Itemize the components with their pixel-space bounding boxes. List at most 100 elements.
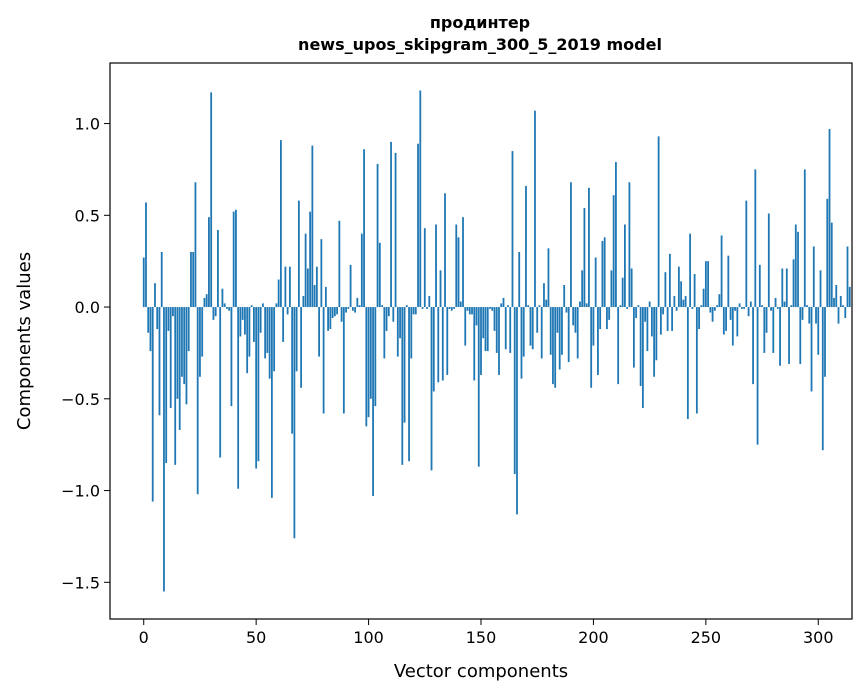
bar [529, 307, 532, 346]
bar [405, 305, 408, 308]
bar [324, 286, 327, 308]
y-tick-label: −1.0 [61, 482, 100, 501]
bar [286, 307, 289, 315]
bar [527, 305, 530, 308]
bar [172, 307, 174, 317]
bar [255, 307, 258, 469]
bar [718, 294, 721, 308]
bar [223, 303, 226, 308]
bar [349, 264, 352, 308]
bar [765, 307, 768, 333]
bar [484, 307, 487, 352]
bar [520, 307, 523, 379]
bar [302, 296, 305, 308]
bar [677, 266, 680, 308]
bar [297, 200, 300, 308]
bar [554, 307, 557, 388]
bar [626, 307, 629, 309]
bar [358, 305, 361, 308]
bar [704, 261, 707, 308]
bar [149, 307, 152, 352]
bar [486, 307, 489, 352]
bar [176, 307, 179, 399]
bar [345, 307, 347, 313]
bar [412, 307, 415, 315]
bar [761, 305, 763, 308]
bar [226, 307, 228, 309]
bar [336, 307, 338, 315]
bar [464, 307, 467, 346]
bar [641, 307, 644, 408]
bar [722, 307, 725, 335]
bar [606, 307, 608, 330]
bar [808, 307, 811, 324]
bar [628, 182, 631, 308]
bar [473, 307, 476, 381]
bar [531, 307, 534, 350]
bar [300, 307, 303, 388]
bar [214, 307, 217, 317]
bar [734, 307, 736, 311]
bar [507, 305, 509, 308]
bar [756, 307, 759, 445]
bars-group [142, 90, 851, 592]
bar [309, 211, 312, 308]
bar [835, 285, 838, 308]
bar [264, 307, 267, 359]
bar [491, 307, 494, 311]
bar [187, 307, 190, 352]
bar [201, 307, 204, 357]
bar [522, 307, 525, 357]
bar [698, 307, 700, 330]
bar [331, 307, 334, 319]
bar [455, 224, 458, 308]
bar [190, 252, 192, 308]
bar [270, 307, 273, 498]
bar [588, 187, 590, 308]
bar [552, 307, 554, 385]
bar [356, 297, 359, 308]
bar [468, 307, 471, 315]
bar [776, 307, 779, 309]
bar [610, 270, 613, 308]
y-tick-label: 0.5 [75, 206, 100, 225]
bar [279, 140, 282, 308]
bar [536, 307, 539, 333]
bar [592, 307, 595, 346]
bar [471, 307, 473, 315]
bar [767, 213, 770, 308]
bar [446, 307, 449, 375]
bar [752, 307, 754, 385]
bar [545, 299, 548, 308]
bar [288, 266, 291, 308]
bar [169, 307, 172, 408]
bar [525, 185, 527, 308]
bar [459, 301, 462, 308]
bar [812, 246, 815, 308]
bar [837, 307, 840, 324]
bar [417, 143, 419, 308]
bar [293, 307, 296, 539]
bar [408, 307, 410, 462]
bar [203, 297, 206, 308]
bar [826, 198, 829, 308]
bar [430, 307, 433, 471]
bar [725, 307, 727, 331]
bar [749, 301, 752, 308]
bar [181, 307, 183, 377]
bar [482, 307, 485, 339]
bar [342, 307, 345, 414]
bar [495, 307, 498, 353]
bar [268, 307, 271, 379]
bar [563, 285, 566, 308]
bar [385, 307, 388, 331]
bar [205, 294, 208, 308]
bar [590, 307, 593, 388]
bar [147, 307, 150, 333]
bar [262, 303, 264, 308]
bar [630, 268, 633, 308]
bar [693, 274, 696, 308]
bar [781, 268, 784, 308]
bar [414, 307, 417, 315]
bar [770, 307, 772, 311]
